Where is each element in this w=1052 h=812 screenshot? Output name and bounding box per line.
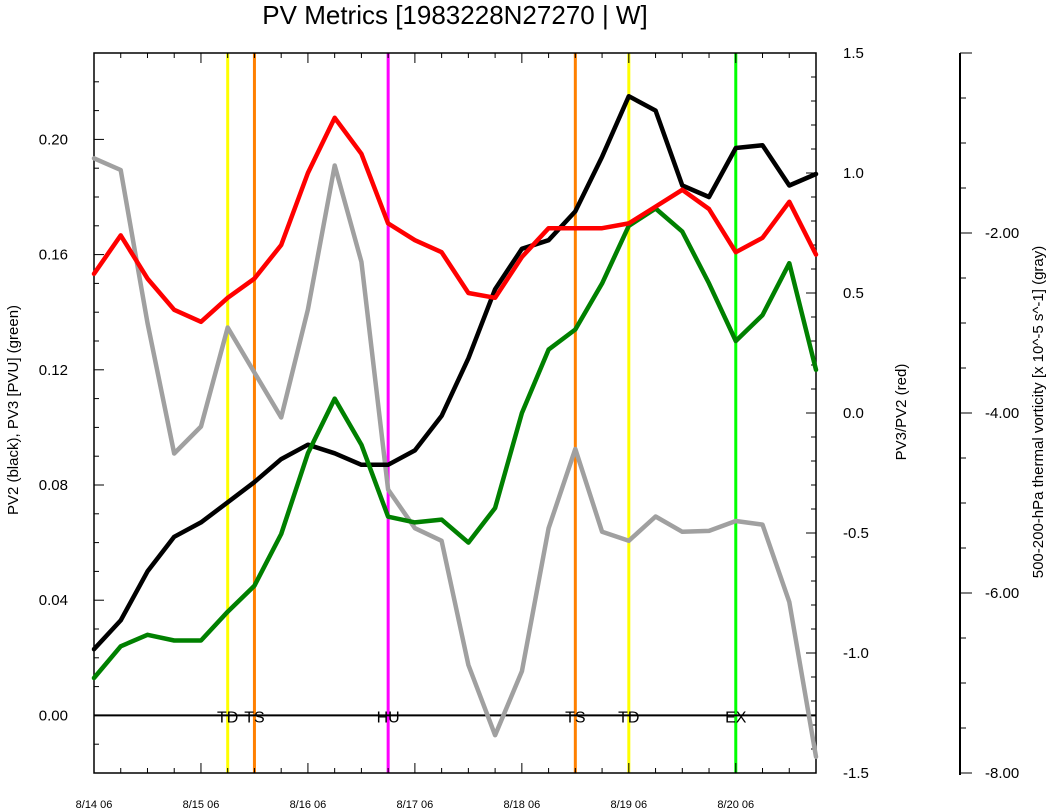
y-left-tick-label: 0.08 <box>39 477 68 494</box>
y-axis-label-right: PV3/PV2 (red) <box>893 364 910 461</box>
y-right-tick-label: 1.0 <box>843 165 864 182</box>
event-label-td: TD <box>618 709 639 726</box>
event-label-ts: TS <box>244 709 264 726</box>
event-label-ex: EX <box>725 709 747 726</box>
x-tick-label: 8/16 06 <box>290 799 327 811</box>
y-right-tick-label: 0.0 <box>843 405 864 422</box>
y-far-right-tick-label: -8.00 <box>985 765 1019 782</box>
y-right-tick-label: 0.5 <box>843 285 864 302</box>
pv-ratio-red-line <box>91 115 819 325</box>
y-right-tick-label: 1.5 <box>843 45 864 62</box>
x-tick-label: 8/15 06 <box>183 799 220 811</box>
y-left-tick-label: 0.04 <box>39 592 68 609</box>
pv3-green-line <box>91 206 819 681</box>
x-tick-label: 8/18 06 <box>504 799 541 811</box>
axes <box>93 52 972 775</box>
thermal-vorticity-gray-line <box>91 156 819 760</box>
chart-title: PV Metrics [1983228N27270 | W] <box>262 0 647 30</box>
y-right-tick-label: -0.5 <box>843 525 869 542</box>
y-right-tick-label: -1.0 <box>843 645 869 662</box>
series-lines <box>91 93 819 760</box>
y-left-tick-label: 0.12 <box>39 362 68 379</box>
y-left-tick-label: 0.20 <box>39 131 68 148</box>
event-label-hu: HU <box>377 709 400 726</box>
y-right-tick-label: -1.5 <box>843 765 869 782</box>
y-far-right-tick-label: -4.00 <box>985 405 1019 422</box>
x-tick-label: 8/17 06 <box>397 799 434 811</box>
tick-labels: 8/14 06 8/15 06 8/16 06 8/17 06 8/18 06 8/19 … <box>39 45 1019 811</box>
x-tick-label: 8/20 06 <box>717 799 754 811</box>
pv2-black-line <box>91 93 819 652</box>
event-lines <box>226 53 738 773</box>
x-tick-label: 8/19 06 <box>610 799 647 811</box>
y-left-tick-label: 0.00 <box>39 707 68 724</box>
y-axis-label-far-right: 500-200-hPa thermal vorticity [x 10^-5 s… <box>1030 246 1047 579</box>
y-far-right-tick-label: -6.00 <box>985 585 1019 602</box>
event-label-ts: TS <box>565 709 585 726</box>
y-far-right-tick-label: -2.00 <box>985 225 1019 242</box>
event-label-td: TD <box>217 709 238 726</box>
x-tick-label: 8/14 06 <box>76 799 113 811</box>
y-axis-label-left: PV2 (black), PV3 [PVU] (green) <box>5 305 22 515</box>
plot-frame <box>93 52 817 774</box>
y-left-tick-label: 0.16 <box>39 247 68 264</box>
